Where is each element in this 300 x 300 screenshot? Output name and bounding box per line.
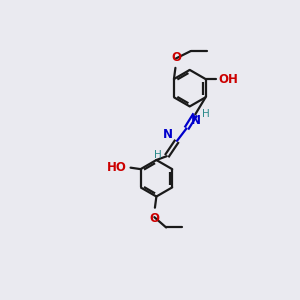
- Text: O: O: [149, 212, 159, 225]
- Text: N: N: [190, 114, 200, 127]
- Text: H: H: [154, 150, 161, 160]
- Text: OH: OH: [218, 73, 239, 85]
- Text: N: N: [163, 128, 173, 141]
- Text: H: H: [202, 109, 209, 119]
- Text: HO: HO: [107, 161, 127, 174]
- Text: O: O: [171, 51, 181, 64]
